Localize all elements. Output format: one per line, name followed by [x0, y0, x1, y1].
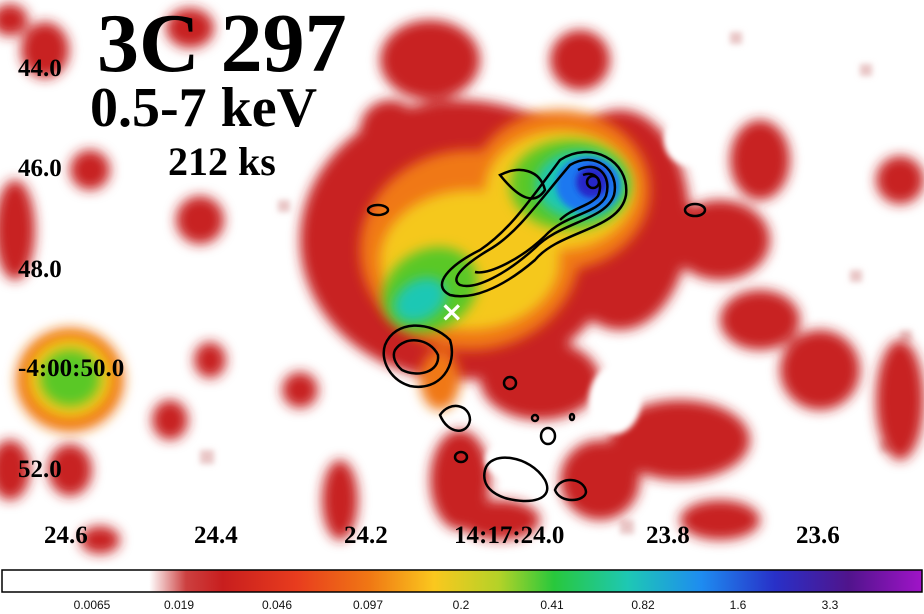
- ra-tick: 24.6: [44, 522, 88, 549]
- dec-tick: -4:00:50.0: [18, 355, 125, 382]
- colorbar-tick: 0.019: [163, 598, 195, 612]
- ra-tick: 23.6: [796, 522, 840, 549]
- colorbar-tick: 0.2: [452, 598, 470, 612]
- xray-emission-map: [0, 4, 924, 554]
- colorbar-tick: 3.3: [821, 598, 839, 612]
- source-title: 3C 297: [97, 0, 347, 90]
- energy-band-label: 0.5-7 keV: [90, 77, 318, 139]
- colorbar-tick: 0.046: [261, 598, 293, 612]
- colorbar-tick: 0.0065: [73, 598, 111, 612]
- exposure-label: 212 ks: [168, 139, 276, 184]
- radio-contours: [366, 150, 707, 503]
- ra-tick: 24.4: [194, 522, 238, 549]
- ra-tick: 14:17:24.0: [454, 522, 565, 549]
- dec-tick: 44.0: [18, 55, 62, 82]
- colorbar-tick: 0.82: [631, 598, 655, 612]
- colorbar-tick: 0.097: [352, 598, 384, 612]
- dec-tick: 46.0: [18, 155, 62, 182]
- colorbar: [1, 569, 923, 593]
- core-marker: ×: [440, 295, 464, 328]
- ra-tick: 23.8: [646, 522, 690, 549]
- ra-tick: 24.2: [344, 522, 388, 549]
- colorbar-tick: 0.41: [540, 598, 564, 612]
- dec-tick: 48.0: [18, 256, 62, 283]
- dec-tick: 52.0: [18, 456, 62, 483]
- colorbar-tick: 1.6: [729, 598, 747, 612]
